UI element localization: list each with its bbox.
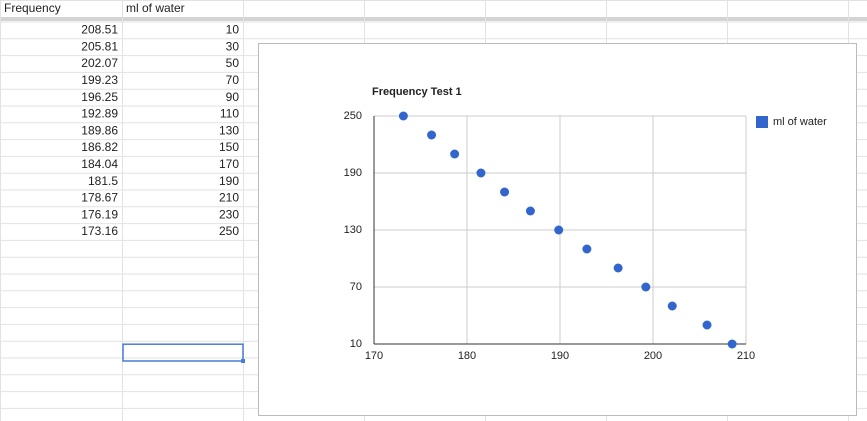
cell[interactable]: 10: [226, 23, 240, 37]
point: [525, 206, 535, 216]
point: [702, 320, 712, 330]
y-tick-label: 130: [344, 224, 362, 236]
point: [500, 187, 510, 197]
point: [476, 168, 486, 178]
y-tick-label: 10: [350, 338, 362, 350]
cell[interactable]: 205.81: [81, 39, 118, 53]
cell[interactable]: 189.86: [81, 123, 118, 137]
x-tick-label: 170: [365, 350, 383, 362]
cell[interactable]: 181.5: [88, 174, 118, 188]
y-tick-label: 190: [344, 167, 362, 179]
chart-title: Frequency Test 1: [372, 86, 462, 98]
cell[interactable]: 150: [219, 140, 239, 154]
header-divider: [0, 17, 867, 21]
cell[interactable]: 130: [219, 123, 239, 137]
cell[interactable]: 70: [226, 73, 240, 87]
cell[interactable]: 190: [219, 174, 239, 188]
legend-swatch: [756, 116, 768, 128]
cell[interactable]: 208.51: [81, 23, 118, 37]
cell[interactable]: 202.07: [81, 56, 118, 70]
cell[interactable]: 90: [226, 90, 240, 104]
cell[interactable]: 196.25: [81, 90, 118, 104]
cell[interactable]: 50: [226, 56, 240, 70]
fill-handle[interactable]: [241, 359, 245, 363]
point: [613, 263, 623, 273]
cell[interactable]: 186.82: [81, 140, 118, 154]
cell[interactable]: 170: [219, 157, 239, 171]
cell[interactable]: 30: [226, 39, 240, 53]
cell[interactable]: 176.19: [81, 207, 118, 221]
x-tick-label: 200: [644, 350, 662, 362]
point: [582, 244, 592, 254]
cell[interactable]: 210: [219, 191, 239, 205]
point: [667, 301, 677, 311]
cell[interactable]: 250: [219, 224, 239, 238]
cell[interactable]: 192.89: [81, 107, 118, 121]
point: [641, 282, 651, 292]
x-tick-label: 180: [458, 350, 476, 362]
header-cell[interactable]: ml of water: [126, 1, 185, 15]
selected-cell[interactable]: [122, 343, 244, 362]
cell[interactable]: 230: [219, 207, 239, 221]
legend-label: ml of water: [773, 116, 827, 128]
cell[interactable]: 110: [220, 107, 239, 121]
point: [727, 339, 737, 349]
point: [450, 149, 460, 159]
x-tick-label: 190: [551, 350, 569, 362]
header-cell[interactable]: Frequency: [4, 1, 61, 15]
cell[interactable]: 184.04: [81, 157, 118, 171]
x-tick-label: 210: [737, 350, 755, 362]
point: [427, 130, 437, 140]
point: [554, 225, 564, 235]
point: [398, 111, 408, 121]
y-tick-label: 250: [344, 110, 362, 122]
cell[interactable]: 178.67: [81, 191, 118, 205]
cell[interactable]: 173.16: [81, 224, 118, 238]
cell[interactable]: 199.23: [81, 73, 118, 87]
y-tick-label: 70: [350, 281, 362, 293]
